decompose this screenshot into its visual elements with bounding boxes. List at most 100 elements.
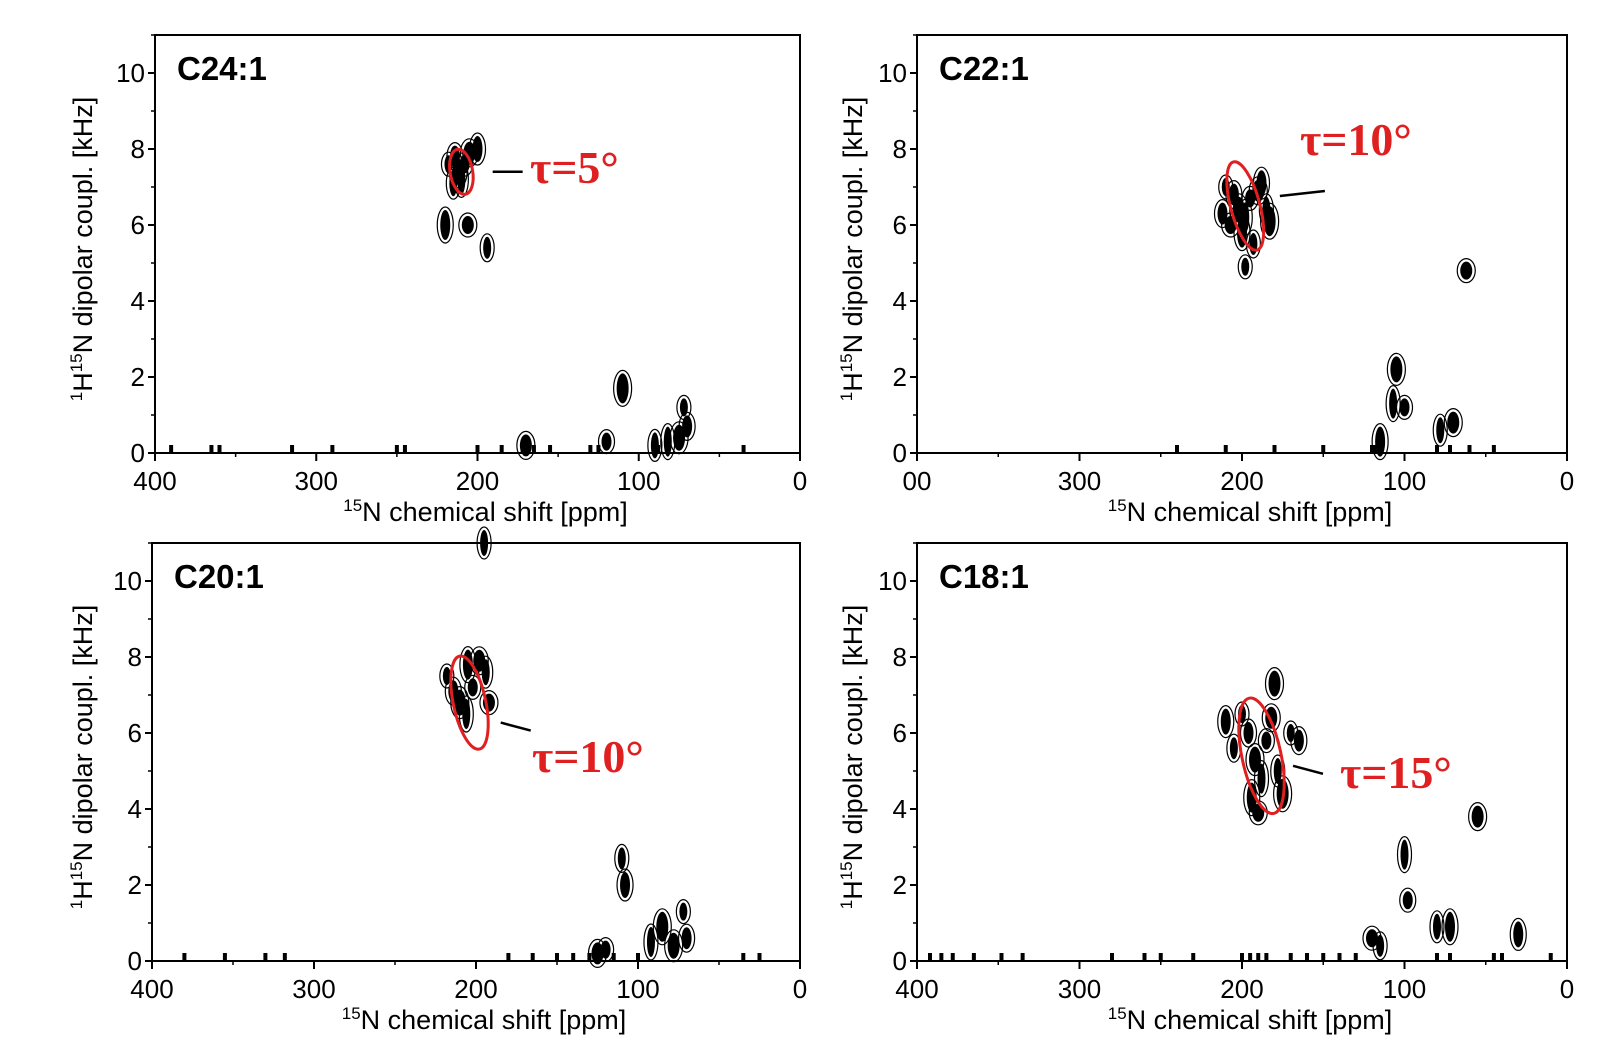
baseline-peak	[394, 445, 399, 453]
y-tick-label: 8	[893, 134, 907, 164]
tilt-ellipse	[448, 147, 475, 196]
baseline-peak	[1548, 953, 1553, 961]
nmr-peak	[461, 216, 474, 234]
nmr-peak	[1243, 722, 1254, 744]
baseline-peak	[1337, 953, 1342, 961]
nmr-peak	[1513, 921, 1524, 948]
nmr-peak-contour	[1239, 718, 1258, 748]
nmr-peak-contour	[476, 526, 492, 560]
tilt-ellipse	[449, 654, 490, 751]
x-tick-label: 0	[793, 466, 807, 496]
y-tick-label: 10	[113, 566, 142, 596]
nmr-peak-contour	[1372, 931, 1388, 961]
baseline-peak	[263, 953, 268, 961]
nmr-peak	[617, 847, 626, 870]
baseline-peak	[222, 953, 227, 961]
nmr-peak-contour	[1468, 801, 1488, 832]
nmr-peak	[682, 415, 693, 438]
nmr-peak-contour	[1396, 835, 1413, 874]
x-tick-label: 0	[793, 974, 807, 1004]
nmr-peak	[1217, 202, 1228, 225]
y-tick-label: 2	[893, 870, 907, 900]
baseline-peak	[1248, 953, 1253, 961]
x-axis-title: 15N chemical shift [ppm]	[1108, 1004, 1393, 1035]
baseline-peak	[1370, 445, 1374, 453]
x-tick-label: 300	[295, 466, 338, 496]
panel-c20-1: 400 300 200 100 0 0 2 4 6 8 10 15N chemical shift […	[67, 526, 807, 1035]
baseline-peak	[950, 953, 955, 961]
nmr-peak-contour	[647, 428, 663, 462]
baseline-peak	[506, 953, 511, 961]
baseline-peak	[169, 445, 174, 453]
nmr-peak	[673, 424, 686, 451]
nmr-peak	[667, 932, 680, 959]
y-tick-label: 10	[116, 58, 145, 88]
nmr-peak-contour	[1509, 917, 1527, 952]
baseline-peak	[217, 445, 222, 453]
tilt-angle-label: τ=5°	[530, 142, 619, 193]
baseline-peak	[1191, 953, 1196, 961]
y-tick-label: 6	[893, 210, 907, 240]
nmr-peak-contour	[1260, 202, 1280, 240]
nmr-peak-contour	[1456, 258, 1476, 284]
baseline-peak	[1491, 445, 1496, 453]
nmr-peak-contour	[1395, 394, 1414, 420]
plot-frame	[151, 542, 801, 962]
baseline-peak	[530, 953, 535, 961]
tilt-angle-label: τ=10°	[532, 731, 644, 782]
nmr-peak	[1399, 398, 1410, 417]
nmr-peak	[1433, 913, 1441, 940]
baseline-peak	[1435, 445, 1439, 453]
tilt-angle-label: τ=10°	[1300, 114, 1412, 165]
nmr-peak-contour	[643, 923, 659, 961]
panel-c18-1: 400 300 200 100 0 0 2 4 6 8 10 15N chemical shift […	[837, 542, 1574, 1035]
baseline-peak	[1500, 953, 1504, 961]
baseline-peak	[1264, 953, 1269, 961]
baseline-peak	[588, 445, 593, 453]
y-tick-label: 10	[878, 566, 907, 596]
baseline-peak	[1158, 953, 1163, 961]
annotation-leader	[1292, 764, 1324, 776]
nmr-peak	[1447, 411, 1460, 434]
nmr-peak	[1366, 929, 1378, 948]
nmr-peak	[1436, 417, 1445, 444]
x-axis-title: 15N chemical shift [ppm]	[342, 1004, 627, 1035]
nmr-peak	[467, 678, 478, 697]
tilt-ellipse	[1225, 160, 1266, 252]
baseline-peak	[1240, 953, 1244, 961]
baseline-peak	[596, 445, 601, 453]
nmr-peak-contour	[613, 369, 633, 407]
y-tick-label: 0	[893, 438, 907, 468]
nmr-peak	[481, 659, 490, 686]
baseline-peak	[1491, 953, 1496, 961]
baseline-peak	[741, 953, 746, 961]
nmr-peak-contour	[445, 166, 461, 200]
nmr-peak-contour	[436, 206, 454, 244]
baseline-peak	[209, 445, 214, 453]
baseline-peak	[531, 445, 536, 453]
x-tick-label: 100	[1383, 466, 1426, 496]
x-tick-label: 300	[292, 974, 335, 1004]
nmr-peak	[1257, 763, 1266, 794]
baseline-peak	[1448, 953, 1452, 961]
nmr-peak	[1273, 758, 1282, 784]
nmr-peak-contour	[1441, 908, 1459, 946]
nmr-peak-contour	[1243, 778, 1261, 817]
baseline-peak	[656, 445, 661, 453]
nmr-peak-contour	[1213, 199, 1232, 229]
nmr-peak	[1445, 911, 1455, 942]
nmr-peak	[679, 902, 688, 921]
nmr-peak-contour	[479, 233, 495, 263]
y-tick-label: 8	[128, 642, 142, 672]
nmr-peak	[1241, 257, 1250, 276]
nmr-peak-contour	[1237, 254, 1253, 280]
baseline-peak	[1223, 445, 1228, 453]
x-tick-label: 400	[133, 466, 176, 496]
baseline-peak	[571, 953, 576, 961]
nmr-peak-contour	[616, 868, 634, 902]
nmr-peak	[1265, 706, 1278, 729]
y-axis-title: 1H15N dipolar coupl. [kHz]	[837, 605, 868, 910]
nmr-peak-contour	[458, 212, 478, 238]
nmr-peak-contour	[439, 663, 455, 689]
